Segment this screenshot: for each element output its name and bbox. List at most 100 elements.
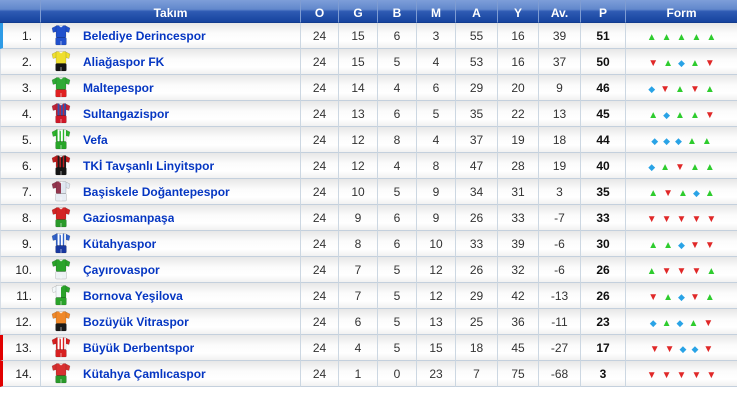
- form-cell: ▲ ◆ ▲ ▲ ▼: [625, 101, 737, 127]
- loss-down-triangle-icon: ▼: [704, 109, 715, 121]
- draws-cell: 6: [377, 231, 416, 257]
- played-cell: 24: [300, 179, 338, 205]
- table-row: 7. Başiskele Doğantepespor 24 10 5 9 34 …: [0, 179, 737, 205]
- form-cell: ◆ ◆ ◆ ▲ ▲: [625, 127, 737, 153]
- team-cell: Büyük Derbentspor: [40, 335, 300, 361]
- goals-against-cell: 20: [497, 75, 538, 101]
- team-name-link[interactable]: Gaziosmanpaşa: [83, 210, 175, 225]
- goal-diff-cell: -7: [538, 205, 580, 231]
- draw-diamond-icon: ◆: [691, 343, 699, 354]
- team-name-link[interactable]: Aliağaspor FK: [83, 54, 165, 69]
- team-name-link[interactable]: Sultangazispor: [83, 106, 170, 121]
- team-cell: Aliağaspor FK: [40, 49, 300, 75]
- points-cell: 23: [580, 309, 625, 335]
- team-name-link[interactable]: Bozüyük Vitraspor: [83, 314, 189, 329]
- loss-down-triangle-icon: ▼: [676, 213, 687, 225]
- played-cell: 24: [300, 153, 338, 179]
- table-row: 10. Çayırovaspor 24 7 5 12 26 32 -6 26 ▲…: [0, 257, 737, 283]
- wins-cell: 1: [338, 361, 377, 387]
- rank-cell: 1.: [0, 23, 40, 49]
- points-cell: 26: [580, 257, 625, 283]
- draws-cell: 4: [377, 75, 416, 101]
- draw-diamond-icon: ◆: [678, 57, 685, 68]
- goals-for-cell: 25: [455, 309, 497, 335]
- team-name-link[interactable]: Büyük Derbentspor: [83, 340, 195, 355]
- loss-down-triangle-icon: ▼: [661, 369, 672, 381]
- wins-cell: 7: [338, 257, 377, 283]
- win-up-triangle-icon: ▲: [689, 109, 700, 121]
- goals-against-cell: 19: [497, 127, 538, 153]
- team-name-link[interactable]: Başiskele Doğantepespor: [83, 184, 230, 199]
- points-cell: 17: [580, 335, 625, 361]
- draws-cell: 6: [377, 23, 416, 49]
- draw-diamond-icon: ◆: [679, 343, 687, 354]
- draw-diamond-icon: ◆: [649, 317, 657, 328]
- header-goals-for: A: [455, 0, 497, 23]
- draw-diamond-icon: ◆: [663, 135, 671, 146]
- points-cell: 3: [580, 361, 625, 387]
- win-up-triangle-icon: ▲: [704, 83, 715, 95]
- draws-cell: 6: [377, 205, 416, 231]
- team-name-link[interactable]: Çayırovaspor: [83, 262, 160, 277]
- win-up-triangle-icon: ▲: [678, 187, 688, 199]
- goals-for-cell: 33: [455, 231, 497, 257]
- team-jersey-icon: [51, 310, 71, 333]
- points-cell: 51: [580, 23, 625, 49]
- loss-down-triangle-icon: ▼: [660, 83, 671, 95]
- loss-down-triangle-icon: ▼: [703, 317, 714, 329]
- team-name-link[interactable]: Maltepespor: [83, 80, 154, 95]
- losses-cell: 3: [416, 23, 455, 49]
- losses-cell: 9: [416, 179, 455, 205]
- goal-diff-cell: -6: [538, 257, 580, 283]
- rank-cell: 12.: [0, 309, 40, 335]
- losses-cell: 12: [416, 257, 455, 283]
- win-up-triangle-icon: ▲: [675, 83, 685, 95]
- points-cell: 35: [580, 179, 625, 205]
- header-played: O: [300, 0, 338, 23]
- team-name-link[interactable]: Kütahyaspor: [83, 236, 157, 251]
- points-cell: 33: [580, 205, 625, 231]
- draws-cell: 5: [377, 335, 416, 361]
- team-name-link[interactable]: Vefa: [83, 132, 108, 147]
- form-cell: ▲ ▼ ▼ ▼ ▲: [625, 257, 737, 283]
- win-up-triangle-icon: ▲: [663, 57, 674, 69]
- draw-diamond-icon: ◆: [692, 187, 700, 198]
- form-cell: ▼ ▼ ▼ ▼ ▼: [625, 205, 737, 231]
- win-up-triangle-icon: ▲: [706, 265, 717, 277]
- team-name-link[interactable]: Belediye Derincespor: [83, 28, 206, 43]
- team-cell: Sultangazispor: [40, 101, 300, 127]
- win-up-triangle-icon: ▲: [706, 31, 717, 43]
- rank-cell: 13.: [0, 335, 40, 361]
- loss-down-triangle-icon: ▼: [676, 369, 687, 381]
- rank-cell: 6.: [0, 153, 40, 179]
- team-jersey-icon: [51, 180, 71, 203]
- team-name-link[interactable]: TKİ Tavşanlı Linyitspor: [83, 158, 215, 173]
- draw-diamond-icon: ◆: [648, 161, 656, 172]
- team-name-link[interactable]: Bornova Yeşilova: [83, 288, 183, 303]
- played-cell: 24: [300, 127, 338, 153]
- win-up-triangle-icon: ▲: [661, 31, 672, 43]
- loss-down-triangle-icon: ▼: [691, 369, 702, 381]
- goal-diff-cell: -68: [538, 361, 580, 387]
- goal-diff-cell: -11: [538, 309, 580, 335]
- team-cell: Çayırovaspor: [40, 257, 300, 283]
- team-jersey-icon: [51, 154, 71, 177]
- team-name-link[interactable]: Kütahya Çamlıcaspor: [83, 366, 206, 381]
- table-row: 11. Bornova Yeşilova 24 7 5 12 29 42 -13…: [0, 283, 737, 309]
- draws-cell: 5: [377, 283, 416, 309]
- form-cell: ▲ ▲ ◆ ▼ ▼: [625, 231, 737, 257]
- draws-cell: 4: [377, 153, 416, 179]
- rank-cell: 11.: [0, 283, 40, 309]
- wins-cell: 6: [338, 309, 377, 335]
- rank-cell: 3.: [0, 75, 40, 101]
- goals-against-cell: 16: [497, 49, 538, 75]
- header-team: Takım: [40, 0, 300, 23]
- loss-down-triangle-icon: ▼: [646, 369, 657, 381]
- draw-diamond-icon: ◆: [676, 317, 684, 328]
- goal-diff-cell: -13: [538, 283, 580, 309]
- team-jersey-icon: [51, 232, 71, 255]
- win-up-triangle-icon: ▲: [686, 135, 697, 147]
- points-cell: 44: [580, 127, 625, 153]
- form-cell: ▼ ▲ ◆ ▲ ▼: [625, 49, 737, 75]
- played-cell: 24: [300, 205, 338, 231]
